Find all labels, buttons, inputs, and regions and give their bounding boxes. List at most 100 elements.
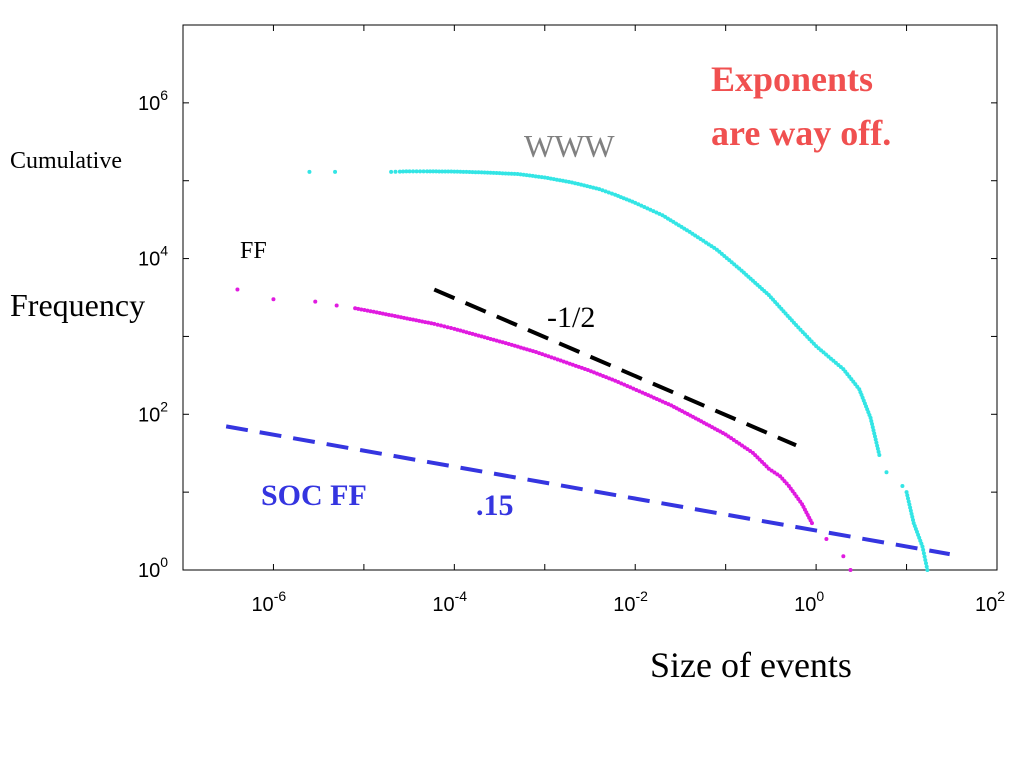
www-point [597,187,602,192]
ff-point [476,333,481,338]
ff-point [527,348,532,353]
www-point [636,202,641,207]
ff-point [488,336,493,341]
www-point [434,169,439,174]
www-point [907,502,912,507]
ff-point [561,359,566,364]
y-axis-label-cumulative: Cumulative [10,148,122,174]
ff-point [392,314,397,319]
www-point [633,200,638,205]
y-tick-label: 100 [138,554,168,582]
ff-point [423,320,428,325]
www-point [411,169,416,174]
x-tick-label: 10-2 [613,588,648,616]
www-point [910,514,915,519]
ff-point [432,321,437,326]
ff-point [534,350,539,355]
www-point [651,209,656,214]
ff-point [637,389,642,394]
www-point [414,169,419,174]
ff-point [362,308,367,313]
ff-point [411,317,416,322]
ff-point [485,336,490,341]
ff-point [772,470,777,475]
ff-point [356,306,361,311]
www-point [494,171,499,176]
www-point [476,170,481,175]
www-point [654,210,659,215]
ff-point [334,303,339,308]
www-point [461,169,466,174]
ff-point [540,352,545,357]
www-point [639,203,644,208]
ff-point [549,355,554,360]
ff-point [558,358,563,363]
www-point [530,173,535,178]
www-point [923,561,928,566]
www-point [524,173,529,178]
www-point [401,169,406,174]
www-point [600,188,605,193]
x-axis-label: Size of events [650,645,852,685]
www-point [924,564,929,569]
soc-slope-label: .15 [476,489,514,522]
www-point [921,551,926,556]
www-point [566,179,571,184]
y-axis-label-frequency: Frequency [10,287,145,323]
www-point [542,175,547,180]
ff-point [564,360,569,365]
axis-tick-labels: 10-6 10-4 10-2 100 102 100 102 104 106 [138,87,1005,616]
x-tick-label: 102 [975,588,1005,616]
ff-point [368,309,373,314]
www-point [570,180,575,185]
www-point [908,508,913,513]
www-point [479,170,484,175]
www-point [464,169,469,174]
ff-point [766,466,771,471]
ff-point [595,371,600,376]
www-point [874,440,879,445]
www-point [875,446,880,451]
www-point [870,425,875,430]
www-point [909,511,914,516]
www-point [497,171,502,176]
www-point [925,568,930,572]
ff-point [313,299,318,304]
www-point [440,169,445,174]
www-point [467,170,472,175]
ff-point [429,321,434,326]
ff-point [631,386,636,391]
www-point [389,169,394,174]
www-point [877,452,882,457]
ff-point [775,472,780,477]
ff-point [555,357,560,362]
www-point [452,169,457,174]
www-point [455,169,460,174]
www-point [397,169,402,174]
ff-point [398,315,403,320]
ff-point [570,362,575,367]
ff-point [622,382,627,387]
www-point [563,179,568,184]
www-point [873,437,878,442]
www-point [923,557,928,562]
ff-point [482,335,487,340]
ff-point [809,521,814,526]
ff-point [473,332,478,337]
www-point [606,190,611,195]
www-point [922,554,927,559]
ff-point [402,315,407,320]
www-point [908,505,913,510]
ff-point [579,365,584,370]
ff-point [500,340,505,345]
ff-point [380,311,385,316]
www-point [425,169,430,174]
www-point [548,176,553,181]
ff-point [521,346,526,351]
ff-point [503,341,508,346]
www-point [872,431,877,436]
ff-point [616,380,621,385]
www-point [428,169,433,174]
ff-point [383,312,388,317]
slope-label: -1/2 [547,301,595,334]
